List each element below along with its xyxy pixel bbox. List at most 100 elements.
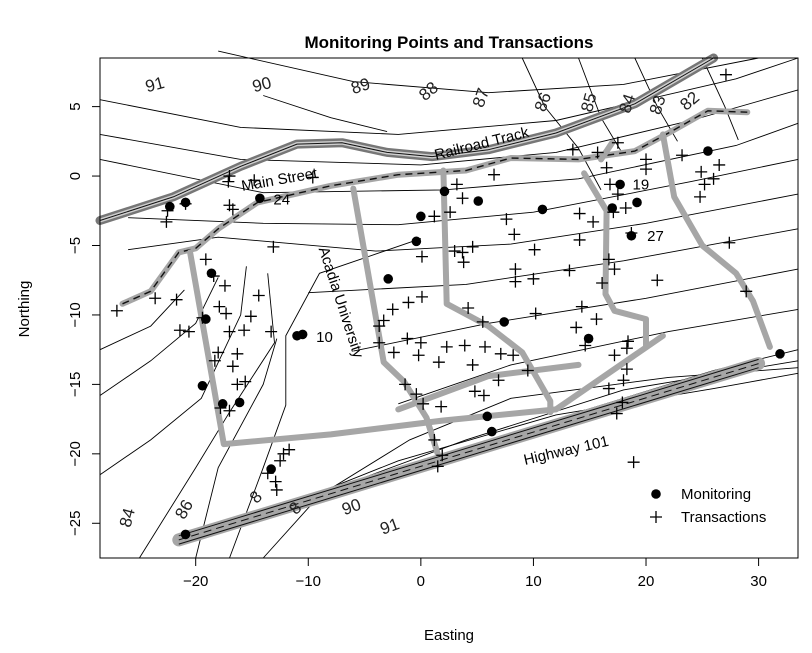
transaction-point [694,190,707,203]
transaction-point [527,272,540,285]
transaction-point [462,302,475,314]
transaction-point [182,325,195,338]
contour-line [128,158,799,226]
transaction-point [231,347,244,360]
monitoring-point [297,329,308,340]
x-tick-label: −20 [183,573,208,590]
contour-line [99,266,247,476]
contour-label: 86 [531,90,555,114]
transaction-point [173,324,186,337]
monitoring-point [416,211,426,222]
legend-transactions-marker [650,511,662,523]
monitoring-point [383,274,394,284]
contour-line [99,89,799,166]
transaction-point [386,303,399,316]
x-tick-label: −10 [296,573,321,590]
transaction-point [713,158,726,171]
transaction-point [432,356,445,369]
transaction-point [412,349,425,362]
monitoring-point [486,426,497,437]
contour-label: 91 [378,514,402,538]
transaction-point [222,175,235,188]
contour-label: 87 [469,86,493,110]
transaction-point [110,304,123,317]
transaction-point [248,174,261,187]
y-axis-label: Northing [16,281,33,338]
transaction-point [476,315,489,328]
transaction-point [573,233,586,246]
transaction-point [529,307,542,320]
contour-line [99,122,799,194]
contour-label: 89 [349,74,373,98]
chart-title: Monitoring Points and Transactions [304,33,593,52]
legend-monitoring-marker [651,489,661,499]
transaction-point [468,385,481,398]
y-tick-label: −15 [67,372,84,397]
point-label: 24 [273,192,290,209]
contour-label: 90 [250,73,273,96]
transaction-point [218,279,231,292]
transaction-point [399,378,412,391]
transaction-point [608,349,621,362]
transaction-point [269,475,282,488]
transaction-point [619,202,632,214]
point-label: 10 [316,329,333,346]
contour-label: 83 [646,93,670,117]
transaction-point [456,192,469,205]
transaction-point [521,364,534,377]
monitoring-point [411,236,422,247]
transaction-point [207,270,220,283]
transaction-point [410,388,423,401]
transaction-point [563,264,576,277]
contour-line [251,372,799,520]
transaction-point [528,243,541,256]
transaction-point [415,290,428,303]
highway-101-edge [178,358,759,537]
transaction-point [220,307,233,320]
point-labels: 24 10 19 27 [273,176,663,346]
transaction-point [616,396,629,409]
monitoring-point [473,196,484,206]
monitoring-point [615,179,625,190]
railroad-track-line [99,57,714,221]
monitoring-point [217,399,228,409]
transaction-point [596,277,609,289]
monitoring-point [607,203,618,213]
transaction-point [508,228,521,241]
transaction-point [387,346,400,359]
transaction-point [199,253,212,266]
y-tick-label: 5 [67,102,84,110]
monitoring-point [234,397,245,408]
transaction-point [402,296,415,309]
y-tick-label: −5 [67,237,84,254]
transaction-point [208,354,221,367]
transaction-point [566,143,579,156]
street [598,139,616,163]
transaction-point [488,168,501,181]
transaction-point [435,400,448,413]
transaction-point [602,382,615,395]
transaction-point [149,292,162,305]
monitoring-point [255,193,265,204]
transaction-point [239,375,252,388]
transaction-point [428,210,441,223]
transaction-point [723,236,736,249]
transaction-point [590,313,603,326]
transaction-point [179,197,192,210]
monitoring-point [197,380,208,391]
transaction-point [431,460,444,473]
transaction-point [591,146,604,159]
legend: Monitoring Transactions [650,486,766,526]
contour-line [195,338,278,559]
transaction-point [698,178,711,191]
transaction-point [283,443,296,456]
point-label: 27 [647,228,664,245]
monitoring-point [439,186,450,197]
contour-label: 91 [143,73,166,96]
transaction-point [444,206,457,219]
street [395,361,582,413]
transaction-point [457,256,470,269]
transaction-point [223,325,236,338]
transaction-point [676,149,689,162]
